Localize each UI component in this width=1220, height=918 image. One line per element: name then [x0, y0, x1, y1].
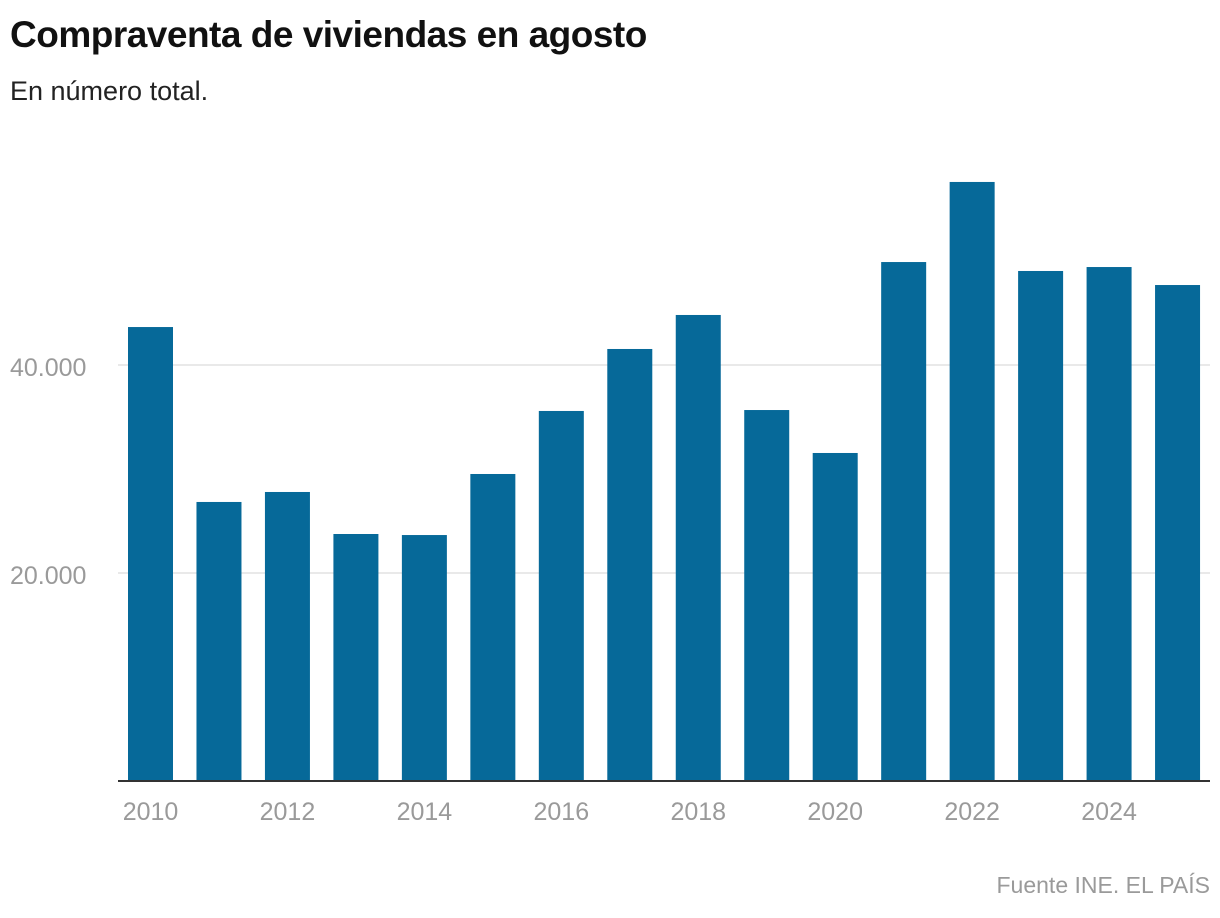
bar-2011: [196, 501, 242, 781]
bar-2014: [401, 535, 447, 781]
bar-2013: [333, 534, 379, 781]
bar-2021: [881, 262, 927, 781]
chart-subtitle: En número total.: [10, 76, 209, 106]
bar-2019: [744, 410, 790, 781]
x-tick-label: 2010: [123, 798, 179, 826]
bar-2016: [538, 410, 584, 781]
bar-2024: [1086, 267, 1132, 782]
bar-2018: [675, 314, 721, 781]
y-tick-label: 20.000: [10, 562, 86, 590]
x-tick-label: 2018: [670, 798, 726, 826]
bar-2023: [1018, 270, 1064, 781]
x-tick-label: 2012: [260, 798, 316, 826]
x-tick-label: 2024: [1081, 798, 1137, 826]
y-tick-label: 40.000: [10, 354, 86, 382]
bar-2020: [812, 452, 858, 781]
source-note: Fuente INE. EL PAÍS: [996, 872, 1211, 898]
bar-2015: [470, 473, 516, 781]
x-tick-label: 2016: [534, 798, 590, 826]
x-tick-label: 2014: [397, 798, 453, 826]
bar-2017: [607, 348, 653, 781]
chart-title: Compraventa de viviendas en agosto: [10, 14, 647, 55]
bar-2012: [264, 491, 310, 781]
x-tick-label: 2022: [944, 798, 1000, 826]
bar-2010: [128, 327, 173, 781]
bar-2022: [949, 181, 995, 781]
x-tick-label: 2020: [807, 798, 863, 826]
bar-2025: [1155, 285, 1201, 781]
